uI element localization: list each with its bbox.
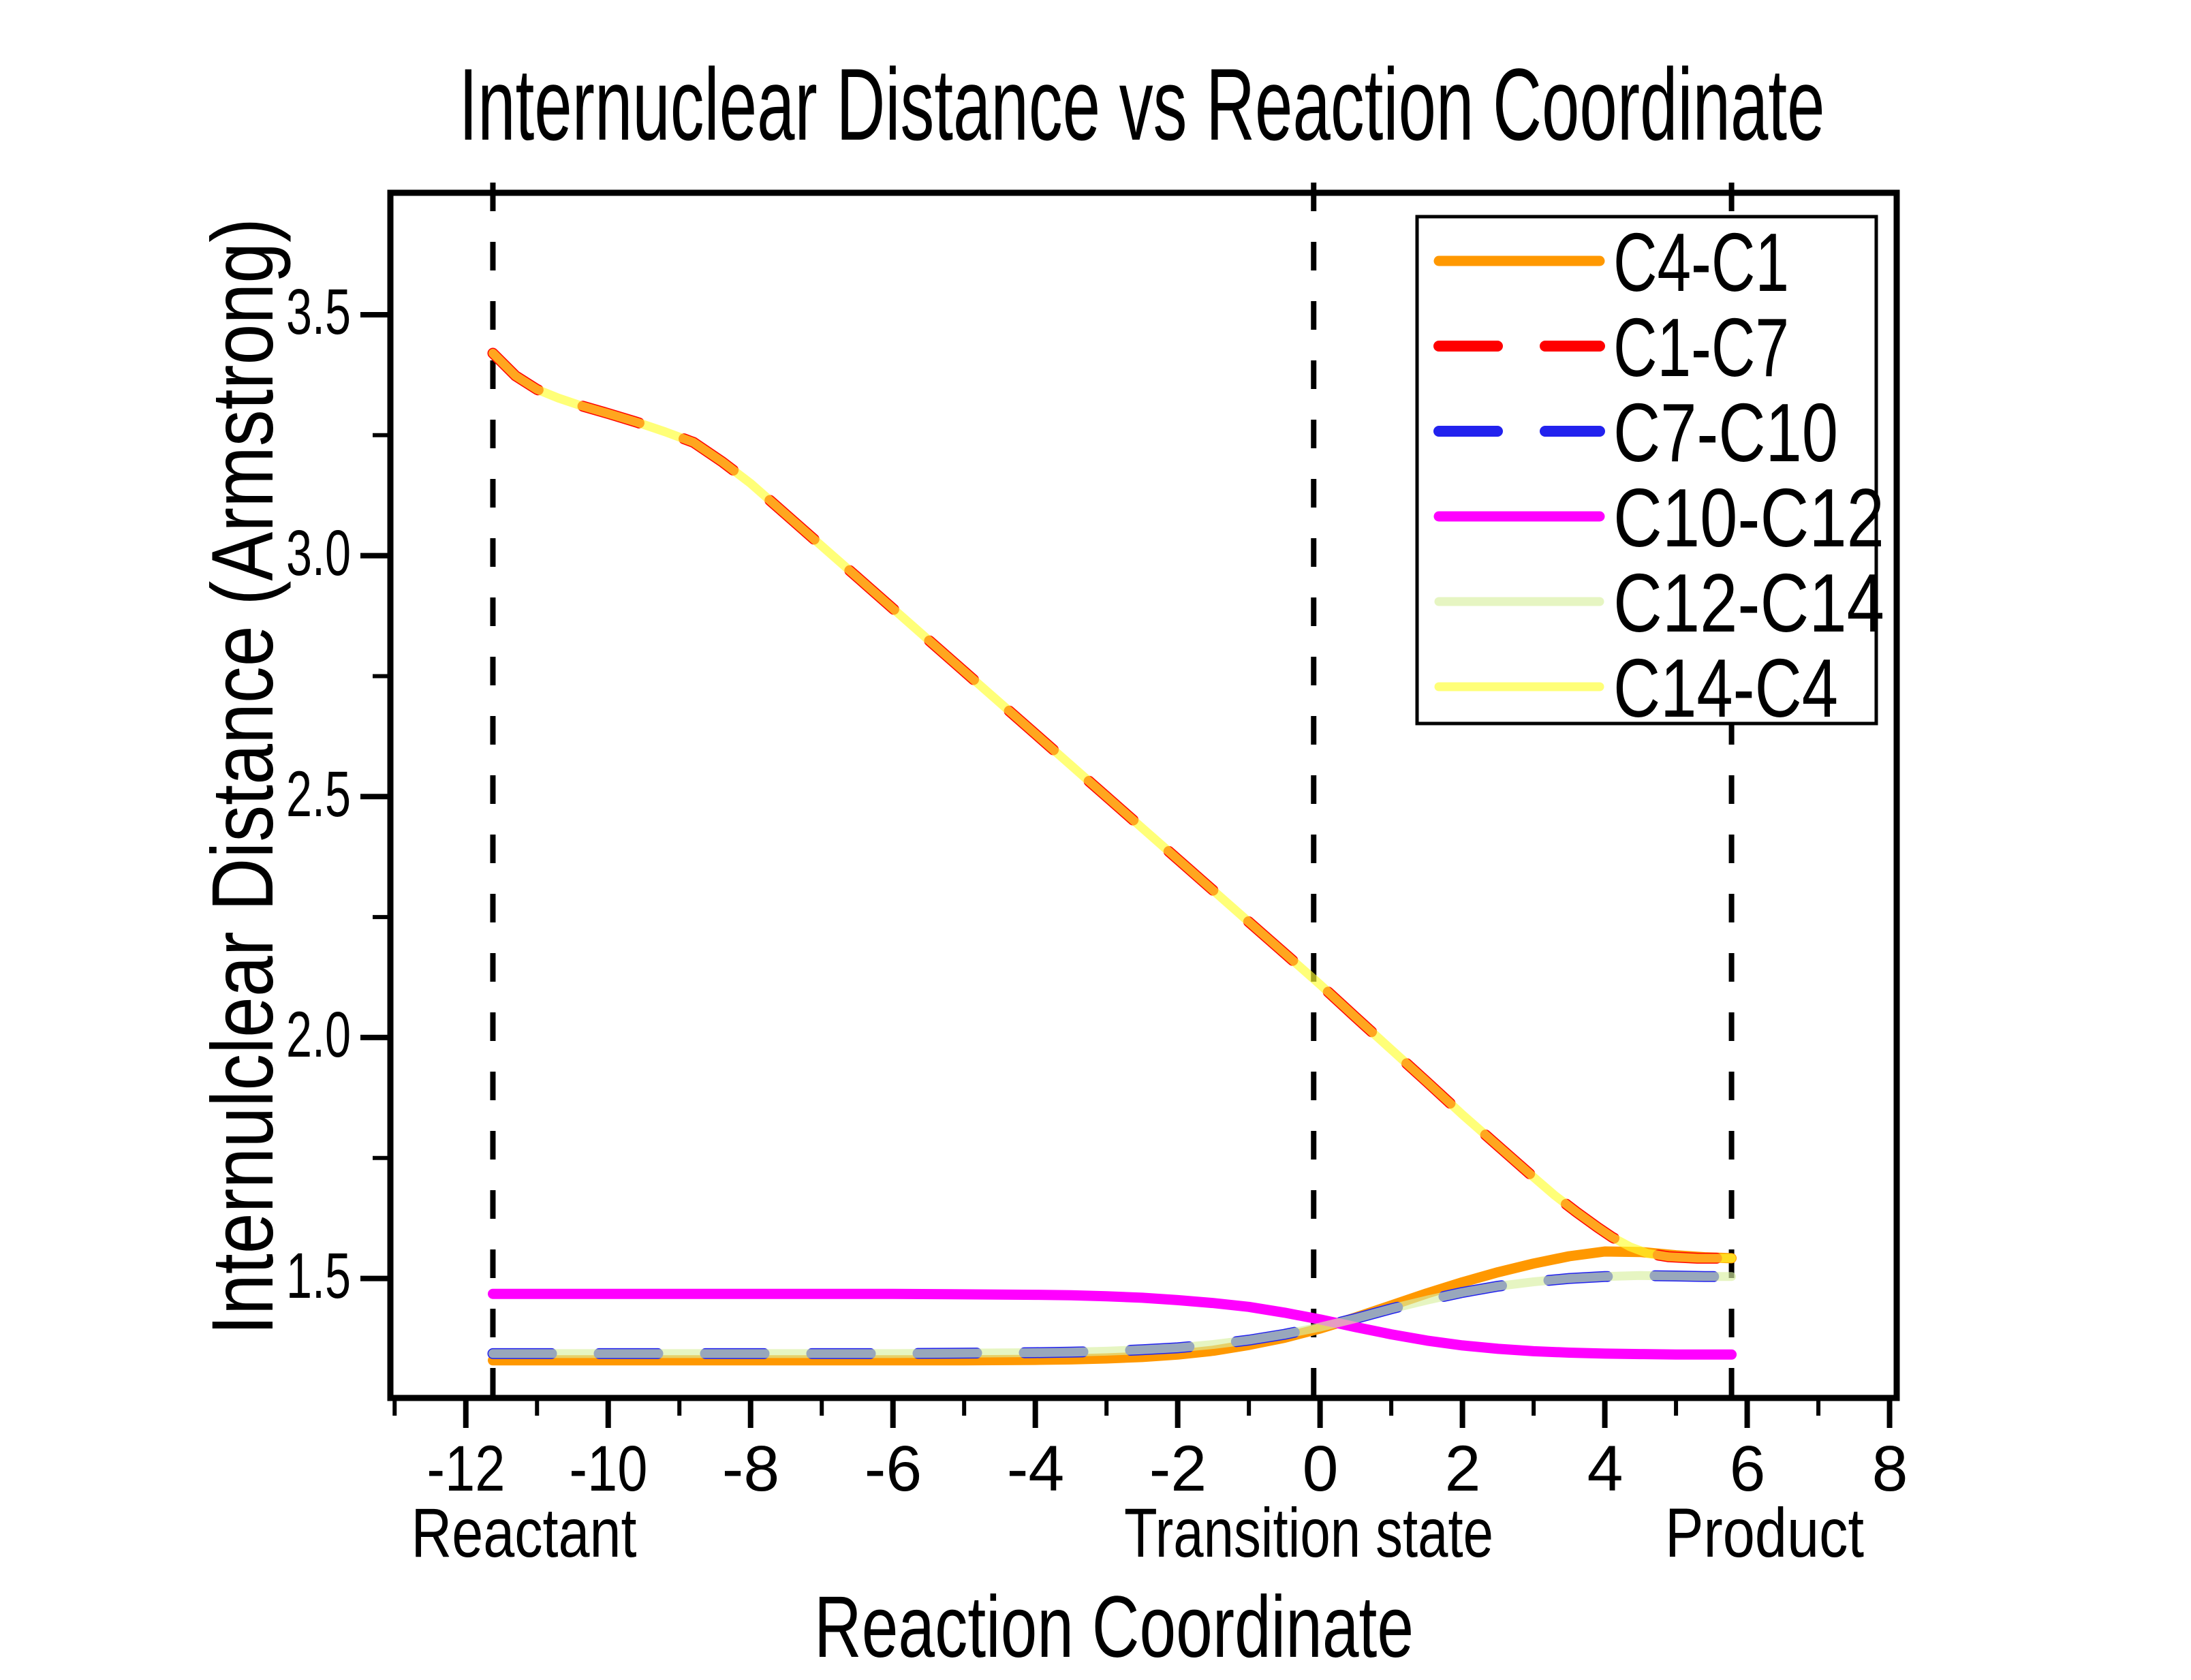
x-tick-label: 6 [1730,1433,1766,1505]
legend-label-c10-c12: C10-C12 [1613,471,1884,564]
stage-label-product: Product [1665,1494,1864,1572]
axis-ticks [360,311,1893,1428]
legend-label-c1-c7: C1-C7 [1613,301,1789,394]
y-tick-label: 2.5 [286,758,351,830]
legend: C4-C1 C1-C7 C7-C10 C10-C12 C12-C14 C14-C… [1415,215,1884,734]
x-tick-labels: -12 -10 -8 -6 -4 -2 0 2 4 6 8 [427,1433,1908,1505]
series-line-c12-c14 [488,1271,1737,1358]
chart-title: Internuclear Distance vs Reaction Coordi… [459,47,1825,161]
x-tick-label: -6 [865,1433,922,1505]
plot-border [387,189,1900,1401]
y-axis-title: Internulclear Distance (Armstrong) [194,218,292,1335]
y-tick-label: 2.0 [286,999,351,1071]
series-line-c14-c4 [488,349,1737,1263]
x-axis-title: Reaction Coordinate [814,1578,1414,1676]
x-tick-label: 4 [1587,1433,1623,1505]
stage-label-reactant: Reactant [411,1494,637,1572]
x-tick-label: 8 [1872,1433,1908,1505]
y-tick-labels: 1.5 2.0 2.5 3.0 3.5 [286,276,351,1312]
y-tick-label: 3.5 [286,276,351,348]
legend-label-c7-c10: C7-C10 [1613,386,1838,479]
legend-label-c4-c1: C4-C1 [1613,216,1789,309]
x-tick-label: -10 [570,1433,648,1505]
x-tick-label: -12 [427,1433,506,1505]
x-tick-label: -8 [722,1433,779,1505]
y-tick-label: 1.5 [286,1240,351,1312]
stage-label-transition-state: Transition state [1124,1494,1493,1572]
x-tick-label: -4 [1007,1433,1064,1505]
x-tick-label: 0 [1303,1433,1339,1505]
legend-label-c14-c4: C14-C4 [1613,642,1838,734]
y-tick-label: 3.0 [286,517,351,589]
stage-labels: Reactant Transition state Product [411,1494,1865,1572]
legend-box [1415,215,1878,726]
x-tick-label: -2 [1149,1433,1207,1505]
data-series-lines [487,347,1737,1366]
series-line-c10-c12 [488,1288,1737,1360]
legend-label-c12-c14: C12-C14 [1613,557,1884,649]
x-tick-label: 2 [1445,1433,1481,1505]
